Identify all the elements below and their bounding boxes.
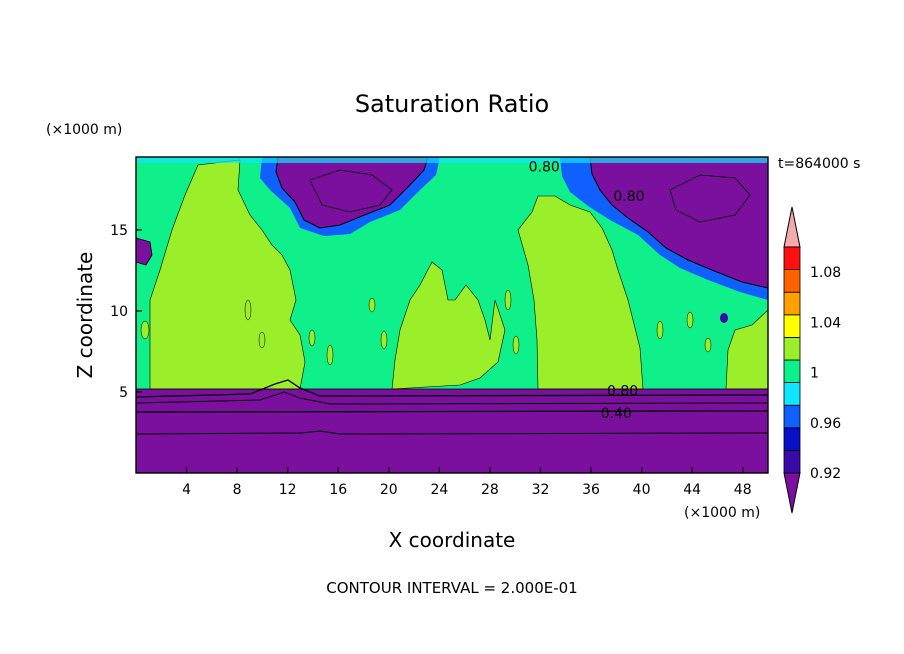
colorbar-segment: [783, 359, 801, 384]
contour-label: 0.80: [529, 160, 560, 176]
contour-plot-area: [136, 157, 768, 473]
x-unit-label: (×1000 m): [684, 505, 760, 521]
contour-label: 0.40: [601, 406, 632, 422]
x-axis-ticks: 4 8 12 16 20 24 28 32 36 40 44 48: [182, 467, 752, 498]
colorbar-extend-low: [783, 472, 801, 514]
colorbar-extend-high: [783, 206, 801, 248]
colorbar-tick-label: 0.92: [810, 466, 841, 482]
colorbar-tick-label: 1: [810, 366, 819, 382]
moist-flecks: [140, 289, 712, 366]
y-tick-label: 10: [110, 304, 128, 320]
colorbar-segment: [783, 449, 801, 474]
colorbar: 0.92 0.96 1 1.04 1.08: [783, 206, 841, 514]
moist-column-mid: [391, 261, 506, 390]
plot-frame: [135, 156, 769, 474]
contour-lower-030: [136, 430, 768, 435]
contour-dry-center: [309, 169, 393, 213]
dry-patch-top-right: [589, 157, 768, 289]
contour-lower-080: [136, 379, 768, 398]
colorbar-segment: [783, 314, 801, 338]
time-label: t=864000 s: [778, 156, 860, 172]
dry-blob-right: [720, 313, 728, 323]
x-tick-label: 32: [532, 482, 550, 498]
x-tick-label: 48: [734, 482, 752, 498]
x-tick-label: 28: [481, 482, 499, 498]
contour-dry-right: [669, 174, 751, 223]
y-axis-ticks: 5 10 15: [110, 223, 142, 401]
x-tick-label: 20: [380, 482, 398, 498]
colorbar-segment: [783, 291, 801, 316]
colorbar-segment: [783, 336, 801, 361]
x-tick-label: 4: [182, 482, 191, 498]
y-unit-label: (×1000 m): [46, 122, 122, 138]
x-tick-label: 16: [329, 482, 347, 498]
colorbar-tick-label: 1.08: [810, 265, 841, 281]
x-tick-label: 40: [633, 482, 651, 498]
x-axis-label: X coordinate: [389, 528, 516, 552]
contour-labels: 0.80 0.40 0.80 0.80: [529, 160, 645, 422]
x-tick-label: 24: [430, 482, 448, 498]
colorbar-segment: [783, 246, 801, 271]
lower-layer-fill: [136, 389, 768, 473]
colorbar-segment: [783, 382, 801, 406]
colorbar-tick-label: 1.04: [810, 315, 841, 331]
y-axis-label: Z coordinate: [73, 252, 97, 379]
contour-label: 0.80: [613, 189, 644, 205]
dry-patch-top-center: [275, 157, 429, 229]
colorbar-tick-label: 0.96: [810, 416, 841, 432]
chart-title: Saturation Ratio: [355, 90, 549, 118]
moist-column-right: [517, 195, 644, 390]
colorbar-segment: [783, 269, 801, 293]
x-tick-label: 12: [279, 482, 297, 498]
contour-label: 0.80: [607, 383, 638, 399]
x-tick-label: 44: [683, 482, 701, 498]
x-tick-label: 36: [582, 482, 600, 498]
dry-patch-left-edge: [136, 237, 153, 266]
top-edge-strip: [136, 157, 768, 163]
contour-interval-note: CONTOUR INTERVAL = 2.000E-01: [326, 579, 577, 597]
x-tick-label: 8: [233, 482, 242, 498]
contour-lower-040: [136, 410, 768, 413]
moist-column-edge: [725, 309, 768, 390]
y-tick-label: 15: [110, 223, 128, 239]
colorbar-segment: [783, 427, 801, 451]
colorbar-segment: [783, 404, 801, 429]
contour-lower-060: [136, 391, 768, 405]
y-tick-label: 5: [119, 385, 128, 401]
moist-column-left: [149, 159, 306, 390]
